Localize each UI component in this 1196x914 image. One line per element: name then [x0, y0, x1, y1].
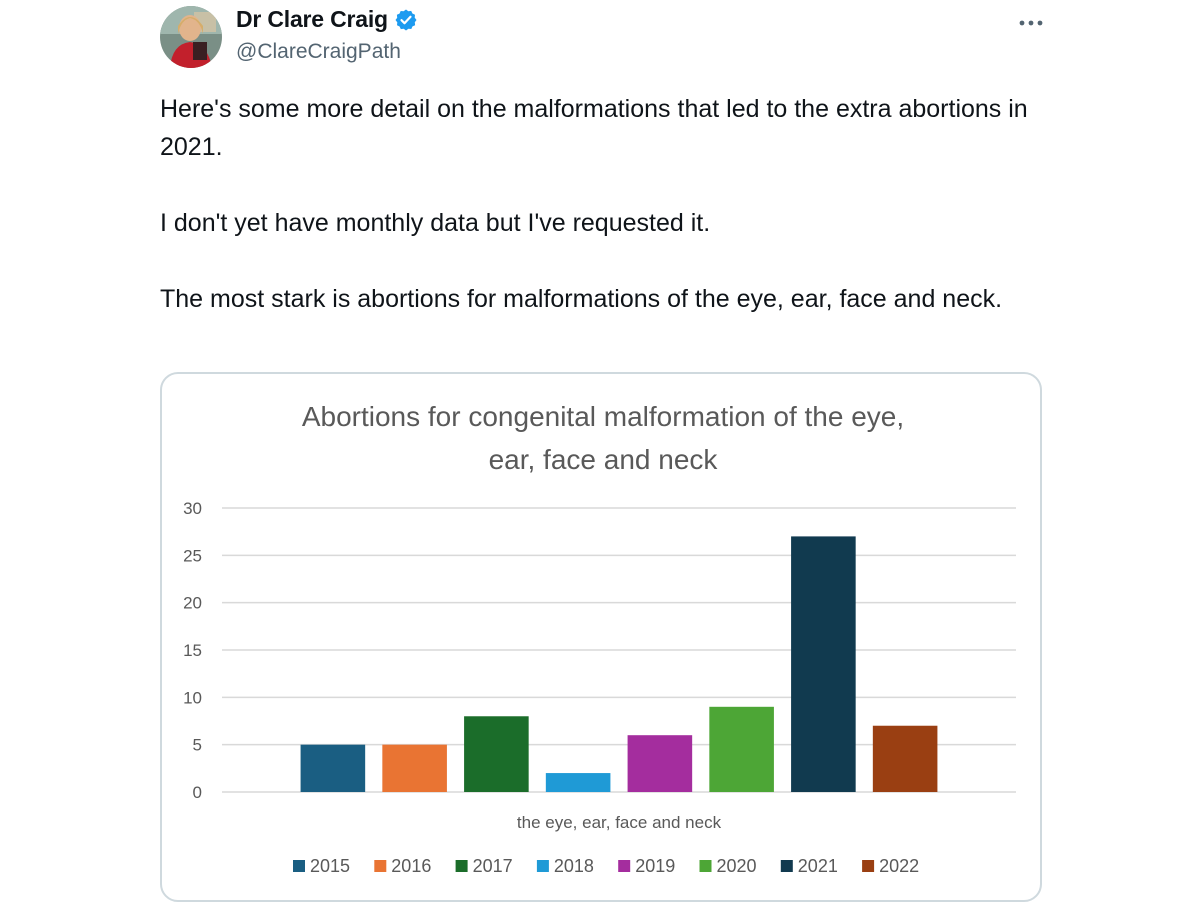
y-tick-label: 15 [183, 641, 202, 660]
legend-swatch-2022 [862, 860, 875, 872]
tweet-paragraph: I don't yet have monthly data but I've r… [160, 209, 711, 237]
legend-label-2021: 2021 [798, 856, 838, 876]
chart-title-line: ear, face and neck [489, 444, 719, 475]
chart-title: Abortions for congenital malformation of… [302, 401, 904, 475]
avatar[interactable] [160, 6, 222, 68]
legend-swatch-2020 [699, 860, 712, 872]
y-tick-label: 10 [183, 688, 202, 707]
tweet-paragraph: The most stark is abortions for malforma… [160, 285, 1003, 313]
tweet-paragraph: Here's some more detail on the malformat… [160, 95, 1028, 161]
bar-2021 [791, 536, 856, 792]
bar-2016 [382, 744, 447, 792]
y-tick-label: 5 [193, 736, 202, 755]
legend-label-2019: 2019 [635, 856, 675, 876]
author-display-name[interactable]: Dr Clare Craig [236, 6, 388, 32]
x-category-label: the eye, ear, face and neck [517, 813, 722, 832]
verified-badge-icon [394, 8, 418, 32]
y-tick-label: 25 [183, 546, 202, 565]
legend-label-2018: 2018 [554, 856, 594, 876]
chart-title-line: Abortions for congenital malformation of… [302, 401, 904, 432]
legend-label-2015: 2015 [310, 856, 350, 876]
bar-2017 [464, 716, 529, 792]
legend-swatch-2016 [374, 860, 387, 872]
legend-label-2022: 2022 [879, 856, 919, 876]
more-horizontal-icon [1019, 20, 1043, 26]
y-tick-label: 30 [183, 499, 202, 518]
bar-chart: Abortions for congenital malformation of… [183, 401, 1016, 876]
chart-y-axis: 0 5 10 15 20 25 30 [183, 499, 202, 802]
legend-label-2020: 2020 [717, 856, 757, 876]
legend-swatch-2021 [780, 860, 793, 872]
tweet-media-card[interactable]: Abortions for congenital malformation of… [160, 372, 1042, 902]
bar-2015 [300, 744, 366, 792]
y-tick-label: 0 [193, 783, 202, 802]
legend-label-2017: 2017 [473, 856, 513, 876]
legend-swatch-2017 [455, 860, 468, 872]
legend-swatch-2019 [618, 860, 631, 872]
y-tick-label: 20 [183, 594, 202, 613]
legend-label-2016: 2016 [391, 856, 431, 876]
bar-2020 [709, 706, 774, 792]
tweet-text: Here's some more detail on the malformat… [160, 90, 1040, 318]
bar-2018 [545, 773, 611, 792]
legend-swatch-2015 [293, 860, 305, 872]
bar-2019 [627, 735, 693, 792]
legend-swatch-2018 [536, 860, 549, 872]
chart-bars [300, 536, 938, 792]
avatar-image [160, 6, 222, 68]
more-options-button[interactable] [1016, 12, 1046, 34]
chart-x-axis-label: the eye, ear, face and neck [517, 813, 722, 832]
chart-legend: 2015 2016 2017 2018 2019 2020 2021 2022 [293, 856, 919, 876]
bar-2022 [872, 725, 938, 792]
author-handle[interactable]: @ClareCraigPath [236, 40, 401, 63]
